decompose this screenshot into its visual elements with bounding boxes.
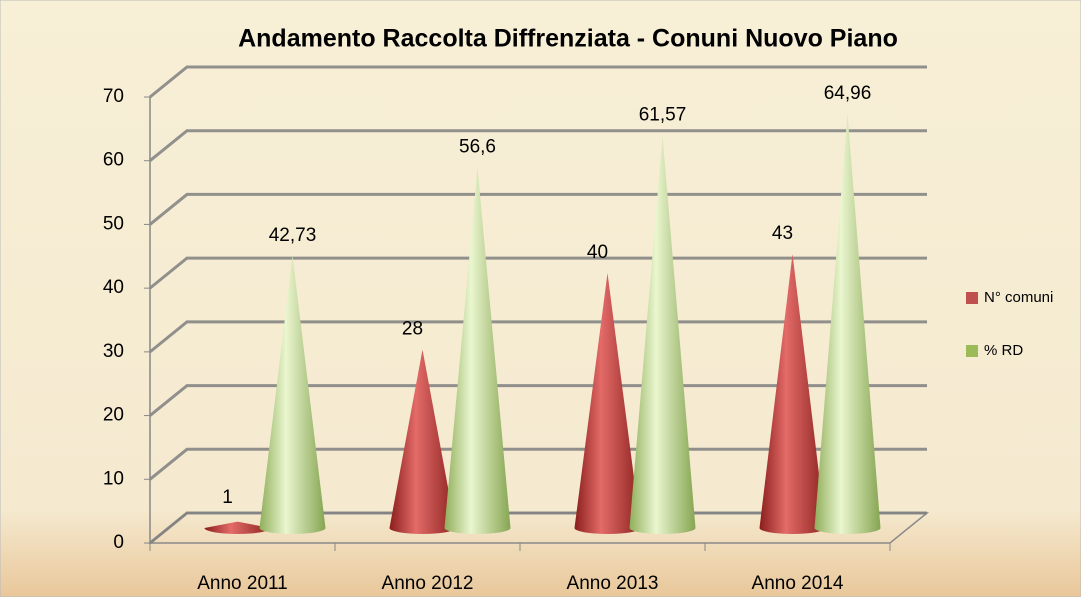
data-label: 42,73: [269, 225, 317, 246]
data-label: 40: [587, 242, 608, 263]
cone-body: [389, 349, 456, 534]
legend-label: N° comuni: [984, 289, 1053, 306]
grid-line: [149, 129, 927, 162]
grid-line: [149, 320, 927, 354]
x-tick-label: Anno 2011: [197, 573, 288, 594]
data-label: 43: [772, 223, 793, 244]
data-label: 61,57: [639, 105, 687, 126]
y-tick-label: 40: [103, 277, 124, 298]
data-label: 56,6: [459, 136, 496, 157]
y-tick-label: 10: [103, 468, 124, 489]
cone: [259, 255, 326, 535]
cone-body: [204, 521, 271, 534]
data-label: 64,96: [824, 83, 872, 104]
x-tick-label: Anno 2012: [382, 573, 474, 594]
cone: [444, 167, 511, 534]
grid-line: [149, 65, 927, 99]
cone-body: [574, 273, 641, 534]
grid-line: [149, 256, 927, 290]
data-label: 1: [222, 487, 233, 508]
data-label: 28: [402, 319, 423, 340]
cone-body: [759, 254, 826, 534]
chart-title: Andamento Raccolta Diffrenziata - Conuni…: [238, 25, 898, 53]
cone-body: [629, 135, 696, 535]
y-tick-label: 0: [113, 532, 124, 553]
x-tick-label: Anno 2013: [567, 573, 659, 594]
grid-line: [149, 192, 927, 226]
cone: [389, 349, 456, 534]
y-tick-label: 50: [103, 213, 124, 234]
cone: [814, 114, 881, 534]
cone: [574, 273, 641, 534]
y-tick-label: 20: [103, 405, 124, 426]
y-tick-label: 30: [103, 341, 124, 362]
cone-body: [259, 255, 326, 535]
cone-body: [814, 114, 881, 534]
cone: [204, 521, 271, 534]
legend-swatch: [966, 292, 978, 304]
legend-label: % RD: [984, 342, 1023, 359]
legend-swatch: [966, 345, 978, 357]
y-tick-label: 70: [103, 86, 124, 107]
cone: [759, 254, 826, 534]
cone: [629, 135, 696, 535]
cone-body: [444, 167, 511, 534]
y-tick-label: 60: [103, 150, 124, 171]
x-tick-label: Anno 2014: [752, 573, 844, 594]
